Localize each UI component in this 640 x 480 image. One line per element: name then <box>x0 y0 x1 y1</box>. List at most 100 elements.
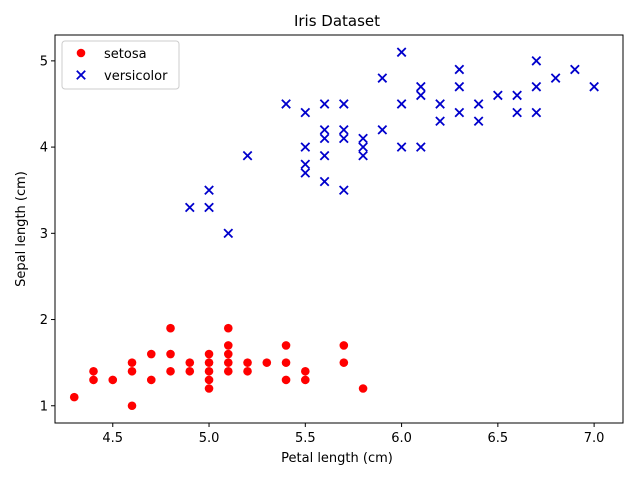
series-setosa <box>69 323 368 411</box>
versicolor-point <box>358 150 368 161</box>
x-tick-label: 6.5 <box>488 431 509 446</box>
versicolor-point <box>319 176 330 187</box>
legend-item-versicolor: versicolor <box>76 69 168 84</box>
x-tick-label: 5.0 <box>199 431 220 446</box>
setosa-point <box>204 375 214 385</box>
versicolor-point <box>396 142 407 152</box>
legend-item-setosa: setosa <box>76 47 147 62</box>
y-axis-label: Sepal length (cm) <box>14 171 29 287</box>
versicolor-point <box>473 99 484 109</box>
versicolor-point <box>319 133 330 144</box>
setosa-point <box>358 384 368 393</box>
versicolor-point <box>415 142 426 152</box>
setosa-point <box>223 323 233 333</box>
axes-frame <box>54 34 624 424</box>
versicolor-point <box>531 81 542 92</box>
setosa-point <box>223 358 233 367</box>
x-axis-label: Petal length (cm) <box>281 451 393 466</box>
versicolor-point <box>493 90 503 101</box>
setosa-point <box>185 358 195 367</box>
versicolor-point <box>338 99 349 109</box>
versicolor-point <box>454 64 465 75</box>
versicolor-point <box>589 81 599 92</box>
versicolor-point <box>338 133 349 144</box>
series-versicolor <box>184 47 599 239</box>
versicolor-point <box>223 228 234 239</box>
plot-area <box>54 34 624 424</box>
versicolor-point <box>300 142 311 152</box>
versicolor-point <box>300 107 311 118</box>
setosa-point <box>243 358 252 367</box>
versicolor-point <box>512 107 522 118</box>
versicolor-point <box>319 150 330 161</box>
versicolor-point <box>319 99 330 109</box>
versicolor-point <box>435 99 445 109</box>
versicolor-point <box>338 185 349 196</box>
versicolor-point <box>415 81 426 92</box>
setosa-point <box>204 349 214 359</box>
y-tick-label: 2 <box>40 313 48 328</box>
setosa-point <box>223 349 233 359</box>
versicolor-point <box>396 47 407 58</box>
setosa-point <box>204 358 214 367</box>
setosa-point <box>262 358 272 367</box>
versicolor-point <box>377 73 388 83</box>
versicolor-point <box>300 168 311 178</box>
setosa-point <box>339 358 349 367</box>
setosa-point <box>89 375 98 385</box>
setosa-point <box>146 349 156 359</box>
legend: setosa versicolor <box>61 40 180 90</box>
setosa-point <box>243 366 252 376</box>
legend-marker-versicolor <box>76 70 86 80</box>
versicolor-point <box>512 90 522 101</box>
x-tick-label: 6.0 <box>391 431 412 446</box>
setosa-point <box>108 375 118 385</box>
setosa-point <box>204 366 214 376</box>
chart-title: Iris Dataset <box>294 12 380 30</box>
setosa-point <box>339 341 349 350</box>
setosa-point <box>301 375 310 385</box>
setosa-point <box>127 366 137 376</box>
versicolor-point <box>204 185 214 196</box>
legend-marker-setosa <box>76 48 86 58</box>
y-tick-label: 5 <box>40 54 48 69</box>
setosa-point <box>185 366 195 376</box>
y-tick-label: 1 <box>40 399 48 414</box>
setosa-point <box>281 375 291 385</box>
setosa-point <box>89 366 98 376</box>
x-tick-label: 7.0 <box>584 431 605 446</box>
versicolor-point <box>570 64 580 75</box>
y-axis: 1 2 3 4 5 <box>40 54 55 414</box>
versicolor-point <box>454 107 465 118</box>
setosa-point <box>223 341 233 350</box>
versicolor-point <box>550 73 561 83</box>
setosa-point <box>166 349 175 359</box>
x-tick-label: 4.5 <box>102 431 123 446</box>
versicolor-point <box>396 99 407 109</box>
setosa-point <box>281 358 291 367</box>
versicolor-point <box>338 125 349 135</box>
setosa-point <box>146 375 156 385</box>
versicolor-point <box>281 99 291 109</box>
versicolor-point <box>454 81 465 92</box>
versicolor-point <box>531 107 542 118</box>
versicolor-point <box>242 150 253 161</box>
setosa-point <box>223 366 233 376</box>
y-tick-label: 4 <box>40 141 48 156</box>
setosa-point <box>204 384 214 393</box>
versicolor-point <box>300 159 311 170</box>
versicolor-point <box>358 142 368 152</box>
setosa-point <box>127 401 137 411</box>
setosa-point <box>301 366 310 376</box>
versicolor-point <box>473 116 484 127</box>
versicolor-point <box>204 202 214 213</box>
versicolor-point <box>415 90 426 101</box>
versicolor-point <box>435 116 445 127</box>
legend-label-setosa: setosa <box>104 47 147 62</box>
versicolor-point <box>531 56 542 66</box>
setosa-point <box>166 323 175 333</box>
setosa-point <box>127 358 137 367</box>
versicolor-point <box>377 125 388 135</box>
